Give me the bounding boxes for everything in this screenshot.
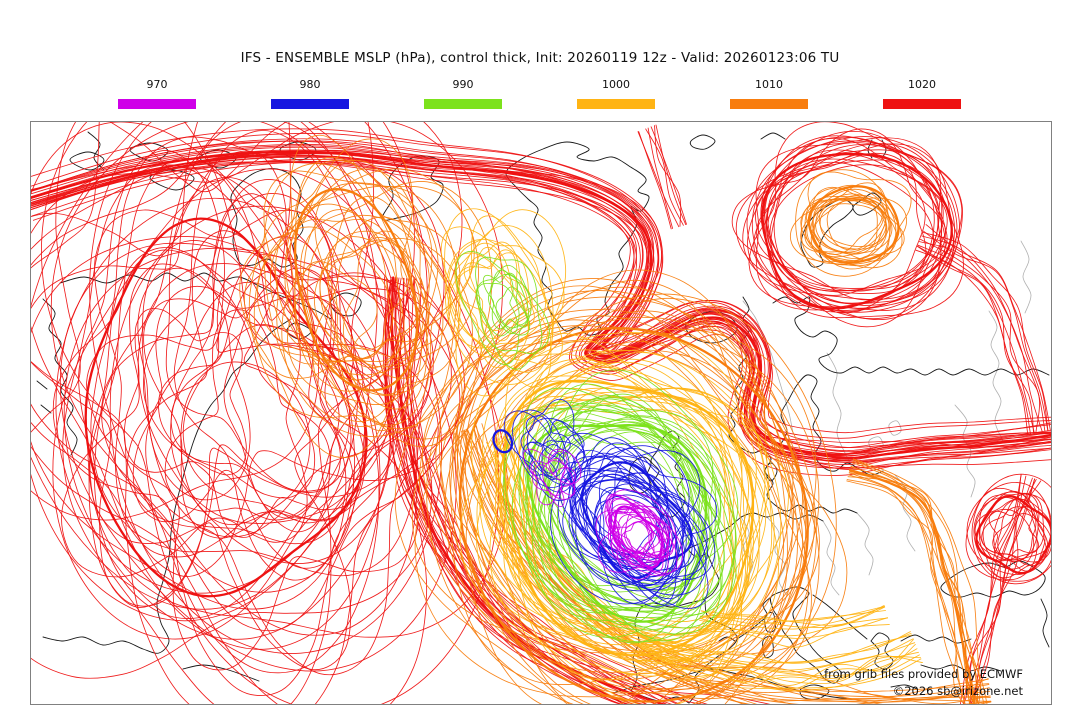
legend-label: 980: [299, 78, 321, 91]
legend-swatch: [577, 99, 655, 109]
page-title: IFS - ENSEMBLE MSLP (hPa), control thick…: [240, 50, 840, 66]
attribution: from grib files provided by ECMWF ©2026 …: [824, 666, 1023, 700]
ensemble-map-canvas: [31, 122, 1051, 704]
legend-entry-970: 970: [118, 78, 196, 109]
legend-swatch: [271, 99, 349, 109]
legend-swatch: [730, 99, 808, 109]
legend-entry-990: 990: [424, 78, 502, 109]
legend-label: 1010: [755, 78, 783, 91]
legend-label: 1000: [602, 78, 630, 91]
legend-swatch: [883, 99, 961, 109]
attribution-copyright: ©2026 sb@irizone.net: [892, 684, 1023, 698]
legend-entry-1010: 1010: [730, 78, 808, 109]
legend-swatch: [118, 99, 196, 109]
legend: 970 980 990 1000 1010 1020: [0, 78, 1080, 114]
attribution-source: from grib files provided by ECMWF: [824, 667, 1023, 681]
legend-entry-1000: 1000: [577, 78, 655, 109]
legend-label: 970: [146, 78, 168, 91]
legend-entry-1020: 1020: [883, 78, 961, 109]
legend-entry-980: 980: [271, 78, 349, 109]
map-frame: from grib files provided by ECMWF ©2026 …: [30, 121, 1052, 705]
legend-label: 990: [452, 78, 474, 91]
legend-label: 1020: [908, 78, 936, 91]
legend-swatch: [424, 99, 502, 109]
